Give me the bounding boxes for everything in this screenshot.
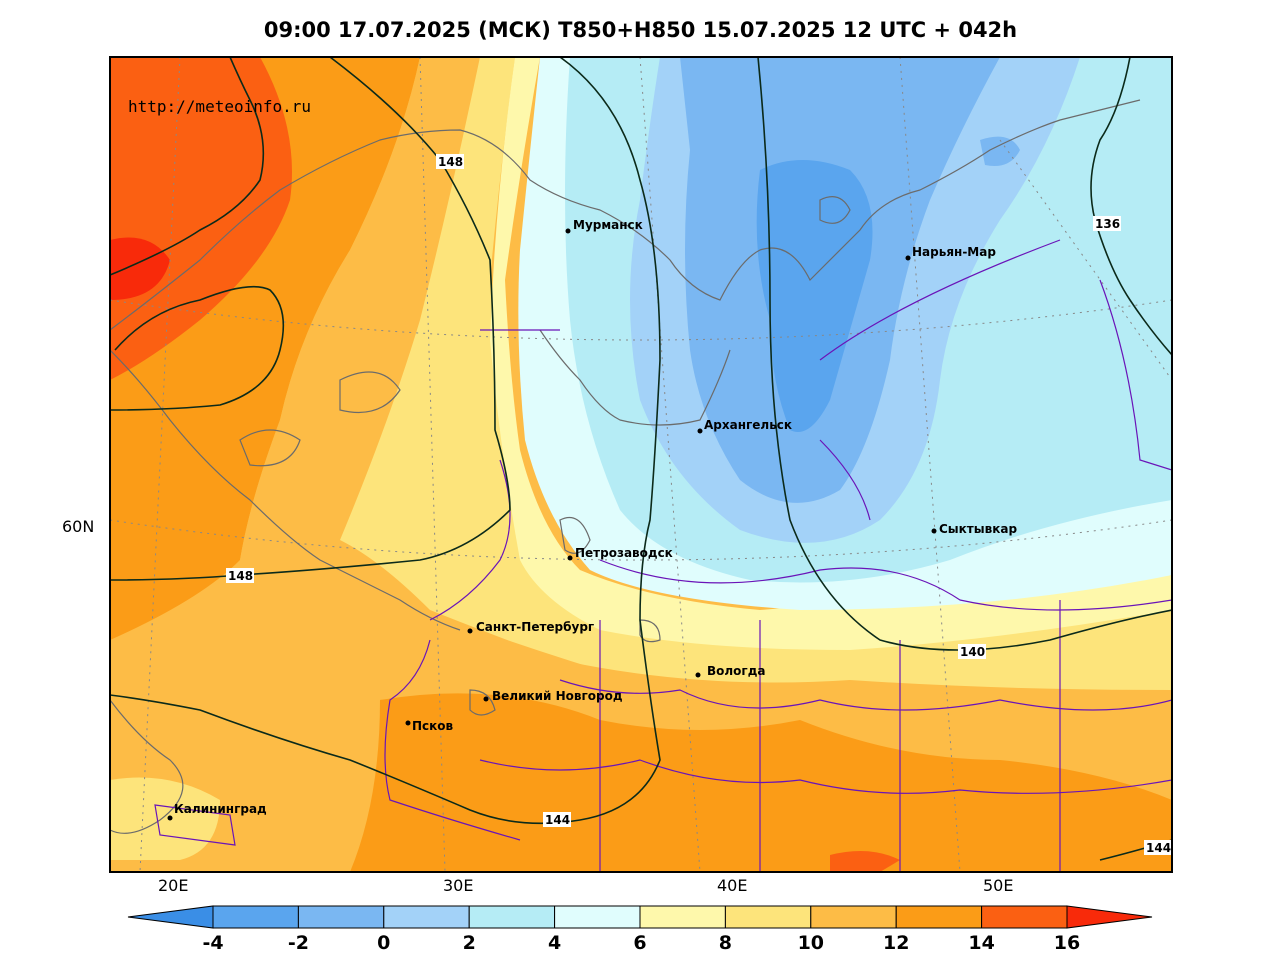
colorbar-tick-label: 2	[463, 932, 476, 954]
colorbar-tick-label: 4	[548, 932, 561, 954]
colorbar-tick-label: 0	[377, 932, 390, 954]
coastlines	[110, 99, 1141, 834]
colorbar-tick-label: 6	[633, 932, 646, 954]
colorbar-tick-label: -2	[288, 932, 309, 954]
colorbar-box	[554, 905, 641, 929]
colorbar-box	[468, 905, 556, 929]
map-title: 09:00 17.07.2025 (МСК) T850+H850 15.07.2…	[263, 18, 1018, 42]
colorbar-tick-label: 10	[798, 932, 824, 954]
colorbar-box	[212, 905, 299, 929]
colorbar-max-arrow	[1066, 905, 1153, 929]
colorbar: -4 -2 0 2 4 6 8 10 12 14 16	[127, 905, 1153, 954]
city-label: Нарьян-Мар	[912, 245, 996, 259]
height-contours	[110, 57, 1172, 861]
contour-label: 136	[1095, 217, 1120, 231]
city-saint-petersburg: Санкт-Петербург	[467, 620, 594, 634]
graticule	[110, 57, 1172, 872]
contour-label: 144	[545, 813, 570, 827]
colorbar-tick-label: -4	[202, 932, 223, 954]
city-label: Мурманск	[573, 218, 643, 232]
city-label: Архангельск	[704, 418, 792, 432]
city-label: Вологда	[707, 664, 765, 678]
city-label: Санкт-Петербург	[476, 620, 594, 634]
lat-label: 60N	[62, 517, 94, 536]
colorbar-box	[639, 905, 726, 929]
contour-labels: 148 148 136 140 144 144	[226, 154, 1172, 855]
colorbar-tick-label: 14	[968, 932, 994, 954]
contour-label: 140	[960, 645, 985, 659]
city-pskov: Псков	[405, 719, 454, 733]
temperature-field	[110, 57, 1172, 872]
contour-label: 144	[1146, 841, 1171, 855]
city-kaliningrad: Калининград	[167, 802, 267, 821]
city-veliky-novgorod: Великий Новгород	[483, 689, 623, 703]
cities: Мурманск Нарьян-Мар Архангельск Сыктывка…	[167, 218, 1017, 821]
colorbar-min-arrow	[127, 905, 214, 929]
axis-labels: 20E 30E 40E 50E 60N	[62, 517, 1013, 895]
city-label: Псков	[412, 719, 454, 733]
colorbar-box	[724, 905, 812, 929]
lon-label: 30E	[443, 876, 473, 895]
colorbar-box	[383, 905, 470, 929]
city-vologda: Вологда	[695, 664, 765, 678]
city-petrozavodsk: Петрозаводск	[567, 546, 673, 561]
lon-label: 50E	[983, 876, 1013, 895]
colorbar-box	[297, 905, 385, 929]
contour-label: 148	[228, 569, 253, 583]
map-frame	[109, 56, 1173, 873]
lon-label: 40E	[717, 876, 747, 895]
colorbar-box	[810, 905, 897, 929]
lon-label: 20E	[158, 876, 188, 895]
city-label: Великий Новгород	[492, 689, 623, 703]
city-label: Сыктывкар	[939, 522, 1017, 536]
colorbar-tick-label: 12	[883, 932, 909, 954]
colorbar-tick-label: 16	[1054, 932, 1080, 954]
city-label: Петрозаводск	[575, 546, 673, 560]
watermark-url: http://meteoinfo.ru	[128, 97, 311, 116]
colorbar-box	[981, 905, 1068, 929]
borders	[154, 239, 1172, 872]
contour-label: 148	[438, 155, 463, 169]
colorbar-tick-label: 8	[719, 932, 732, 954]
city-syktyvkar: Сыктывкар	[931, 522, 1017, 536]
city-murmansk: Мурманск	[565, 218, 643, 234]
city-naryan-mar: Нарьян-Мар	[905, 245, 996, 261]
city-arkhangelsk: Архангельск	[697, 418, 792, 434]
colorbar-box	[895, 905, 983, 929]
city-label: Калининград	[174, 802, 267, 816]
